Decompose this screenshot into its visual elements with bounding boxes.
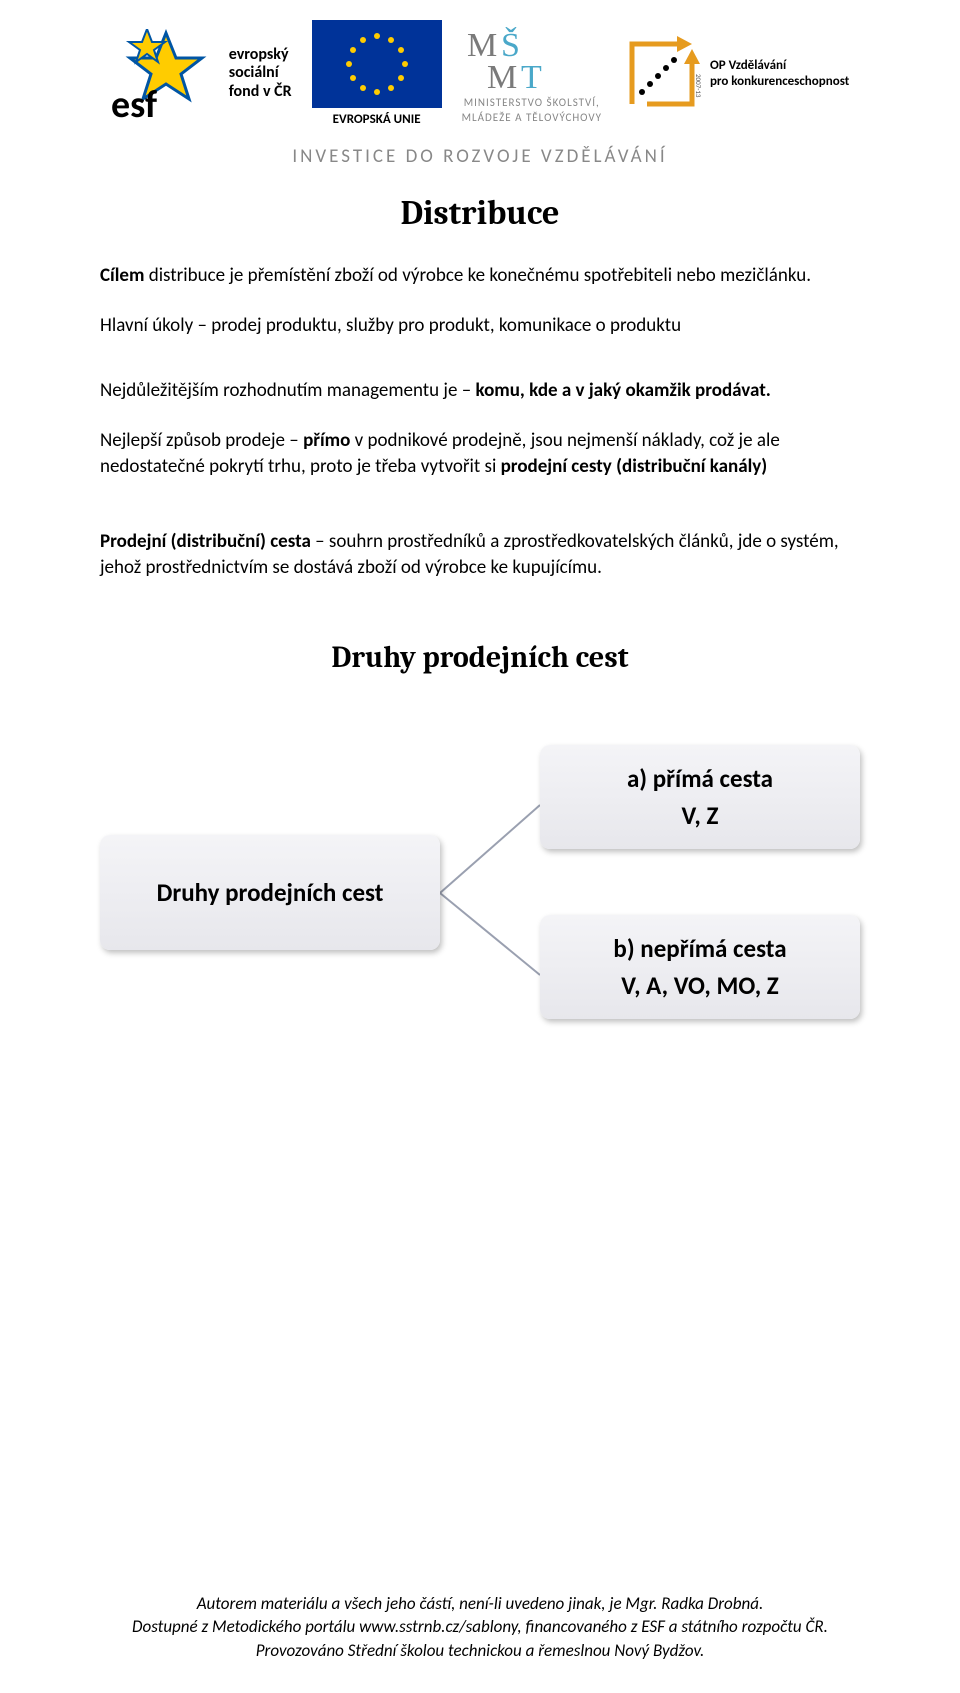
diagram-node-root: Druhy prodejních cest: [100, 835, 440, 950]
esf-text: evropský sociální fond v ČR: [229, 46, 292, 101]
svg-text:esf: esf: [111, 82, 157, 119]
logo-esf: esf evropský sociální fond v ČR: [111, 29, 292, 119]
esf-line2: sociální: [229, 64, 292, 82]
esf-line3: fond v ČR: [229, 83, 292, 101]
opvk-line2: pro konkurenceschopnost: [710, 74, 849, 90]
para-2: Hlavní úkoly – prodej produktu, služby p…: [100, 313, 860, 339]
para-4-b: přímo: [303, 429, 350, 452]
esf-star-icon: esf: [111, 29, 221, 119]
msmt-line1: MINISTERSTVO ŠKOLSTVÍ,: [464, 96, 600, 109]
para-4-a: Nejlepší způsob prodeje –: [100, 429, 303, 452]
logo-opvk: 2007-13 OP Vzdělávání pro konkurencescho…: [622, 34, 849, 114]
svg-text:2007-13: 2007-13: [694, 74, 702, 98]
para-4: Nejlepší způsob prodeje – přímo v podnik…: [100, 428, 860, 479]
page-title: Distribuce: [100, 193, 860, 233]
header-tagline: INVESTICE DO ROZVOJE VZDĚLÁVÁNÍ: [0, 145, 960, 168]
footer-line2: Dostupné z Metodického portálu www.sstrn…: [60, 1615, 900, 1639]
svg-text:M: M: [487, 59, 517, 94]
header-logos: esf evropský sociální fond v ČR EVROPSKÁ…: [0, 0, 960, 137]
diagram-a-l2: V, Z: [560, 800, 840, 831]
opvk-text: OP Vzdělávání pro konkurenceschopnost: [710, 58, 849, 89]
para-5-a: Prodejní (distribuční) cesta: [100, 530, 311, 553]
content: Distribuce Cílem distribuce je přemístěn…: [0, 193, 960, 1145]
para-1: Cílem distribuce je přemístění zboží od …: [100, 263, 860, 289]
diagram-b-l2: V, A, VO, MO, Z: [560, 970, 840, 1001]
esf-line1: evropský: [229, 46, 292, 64]
svg-text:T: T: [521, 59, 542, 94]
diagram-a-l1: a) přímá cesta: [560, 763, 840, 794]
footer-line3: Provozováno Střední školou technickou a …: [60, 1639, 900, 1663]
para-4-d: prodejní cesty (distribuční kanály): [501, 455, 768, 478]
logo-msmt: M Š M T MINISTERSTVO ŠKOLSTVÍ, MLÁDEŽE A…: [462, 24, 602, 124]
footer-line1: Autorem materiálu a všech jeho částí, ne…: [60, 1592, 900, 1616]
subtitle: Druhy prodejních cest: [100, 640, 860, 675]
logo-eu: EVROPSKÁ UNIE: [312, 20, 442, 127]
diagram-node-a: a) přímá cesta V, Z: [540, 745, 860, 849]
para-1-bold: Cílem: [100, 264, 144, 287]
eu-label: EVROPSKÁ UNIE: [333, 112, 421, 127]
diagram-node-b: b) nepřímá cesta V, A, VO, MO, Z: [540, 915, 860, 1019]
msmt-line2: MLÁDEŽE A TĚLOVÝCHOVY: [462, 111, 602, 124]
para-3-a: Nejdůležitějším rozhodnutím managementu …: [100, 379, 475, 402]
para-5: Prodejní (distribuční) cesta – souhrn pr…: [100, 529, 860, 580]
footer: Autorem materiálu a všech jeho částí, ne…: [0, 1592, 960, 1663]
para-1-rest: distribuce je přemístění zboží od výrobc…: [144, 264, 811, 287]
para-3: Nejdůležitějším rozhodnutím managementu …: [100, 378, 860, 404]
opvk-line1: OP Vzdělávání: [710, 58, 849, 74]
diagram-root-label: Druhy prodejních cest: [157, 877, 384, 908]
diagram-b-l1: b) nepřímá cesta: [560, 933, 840, 964]
diagram: Druhy prodejních cest a) přímá cesta V, …: [100, 745, 860, 1145]
msmt-icon: M Š M T: [467, 24, 597, 94]
opvk-icon: 2007-13: [622, 34, 702, 114]
para-3-b: komu, kde a v jaký okamžik prodávat.: [475, 379, 770, 402]
eu-flag-icon: [312, 20, 442, 108]
